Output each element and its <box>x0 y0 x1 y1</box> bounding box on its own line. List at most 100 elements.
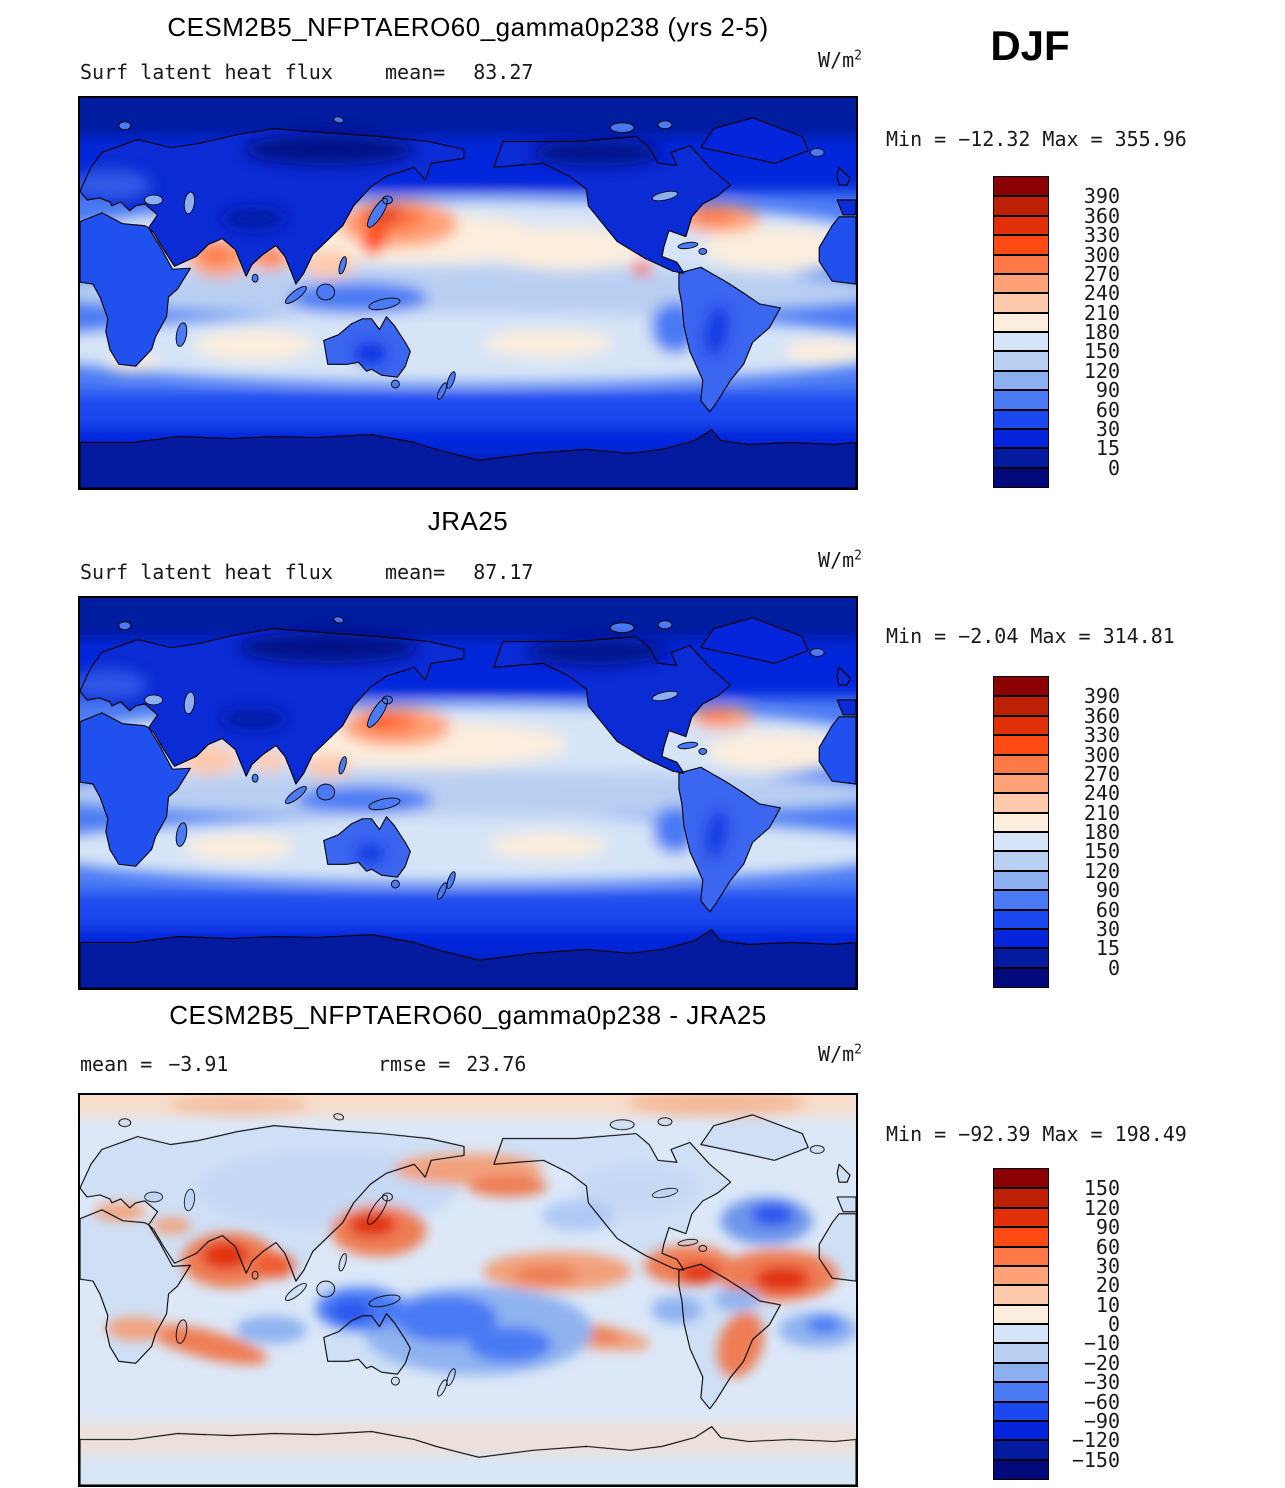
colorbar-tick-label: 360 <box>1083 703 1120 728</box>
colorbar-cell <box>993 195 1049 217</box>
colorbar-tick-label: 90 <box>1095 1215 1120 1240</box>
min-value: −92.39 <box>958 1122 1031 1146</box>
colorbar-cell <box>993 1264 1049 1287</box>
colorbar-tick-label: 60 <box>1095 1234 1120 1259</box>
colorbar-cell <box>993 830 1049 853</box>
colorbar-tick-label: 120 <box>1083 858 1120 883</box>
units-base: W/m <box>818 548 855 572</box>
colorbar-tick-label: 390 <box>1083 184 1120 209</box>
variable-label: Surf latent heat flux <box>80 60 333 84</box>
colorbar-cell <box>993 947 1049 969</box>
colorbar-tick-label: 15 <box>1095 436 1120 461</box>
colorbar-model: 390 360 330 300 270 240 210 180 150 120 90 60 30 15 0 <box>993 175 1120 489</box>
variable-label: Surf latent heat flux <box>80 560 333 584</box>
panel-model-minmax: Min = −12.32 Max = 355.96 <box>886 127 1187 151</box>
colorbar-cell <box>993 369 1049 392</box>
colorbar-tick-label: 20 <box>1095 1273 1120 1298</box>
units-exponent: 2 <box>854 1042 862 1058</box>
rmse-label: rmse = <box>378 1052 451 1076</box>
colorbar-cell <box>993 1284 1049 1306</box>
colorbar-tick-label: −120 <box>1071 1428 1120 1453</box>
colorbar-cell <box>993 466 1049 489</box>
season-label: DJF <box>990 22 1070 69</box>
colorbar-tick-label: 300 <box>1083 742 1120 767</box>
min-label: Min <box>886 624 923 648</box>
equals-sign: = <box>934 624 947 648</box>
colorbar-cell <box>993 1206 1049 1229</box>
equals-sign: = <box>934 127 947 151</box>
panel-reference-minmax: Min = −2.04 Max = 314.81 <box>886 624 1175 648</box>
mean-value: 83.27 <box>473 60 534 84</box>
colorbar-tick-label: 0 <box>1107 455 1120 480</box>
max-label: Max <box>1042 127 1079 151</box>
colorbar-tick-label: 90 <box>1095 378 1120 403</box>
max-label: Max <box>1030 624 1067 648</box>
colorbar-tick-label: −90 <box>1083 1408 1120 1433</box>
panel-model-units: W/m2 <box>772 48 862 72</box>
colorbar-tick-label: −60 <box>1083 1389 1120 1414</box>
colorbar-cell <box>993 695 1049 717</box>
colorbar-cell <box>993 927 1049 950</box>
colorbar-tick-label: 240 <box>1083 781 1120 806</box>
world-map-model <box>78 96 858 490</box>
colorbar-cell <box>993 427 1049 450</box>
colorbar-tick-label: 270 <box>1083 261 1120 286</box>
colorbar-tick-label: 180 <box>1083 320 1120 344</box>
colorbar-cell <box>993 889 1049 911</box>
colorbar-tick-label: 330 <box>1083 223 1120 248</box>
colorbar-cell <box>993 714 1049 737</box>
colorbar-difference: 150 120 90 60 30 20 10 0 −10 −20 −30 −60 −90 −120 −150 <box>993 1167 1120 1481</box>
colorbar-cell <box>993 1381 1049 1403</box>
colorbar-tick-label: 360 <box>1083 203 1120 228</box>
colorbar-tick-label: −150 <box>1071 1447 1120 1472</box>
colorbar-cell <box>993 966 1049 989</box>
colorbar-cell <box>993 1226 1049 1248</box>
colorbar-tick-label: 90 <box>1095 878 1120 903</box>
colorbar-tick-label: 150 <box>1083 1176 1120 1201</box>
colorbar-tick-label: 150 <box>1083 339 1120 364</box>
colorbar-cell <box>993 1167 1049 1190</box>
mean-value: −3.91 <box>168 1052 229 1076</box>
colorbar-cell <box>993 214 1049 237</box>
colorbar-cell <box>993 1303 1049 1326</box>
mean-label: mean = <box>80 1052 153 1076</box>
min-value: −2.04 <box>958 624 1019 648</box>
colorbar-cell <box>993 447 1049 469</box>
colorbar-cell <box>993 1361 1049 1384</box>
colorbar-tick-label: 15 <box>1095 936 1120 961</box>
equals-sign: = <box>1078 624 1091 648</box>
panel-difference-rmse: rmse = 23.76 <box>378 1052 526 1076</box>
units-base: W/m <box>818 1042 855 1066</box>
colorbar-reference: 390 360 330 300 270 240 210 180 150 120 90 60 30 15 0 <box>993 675 1120 989</box>
colorbar-tick-label: 30 <box>1095 1253 1120 1278</box>
max-value: 198.49 <box>1114 1122 1187 1146</box>
colorbar-tick-label: 60 <box>1095 397 1120 422</box>
units-exponent: 2 <box>854 48 862 64</box>
colorbar-cell <box>993 234 1049 256</box>
colorbar-tick-label: 150 <box>1083 839 1120 864</box>
panel-model-variable-label: Surf latent heat flux <box>80 60 333 84</box>
colorbar-cell <box>993 1419 1049 1442</box>
colorbar-tick-label: −10 <box>1083 1331 1120 1356</box>
colorbar-tick-label: 0 <box>1107 1312 1120 1336</box>
colorbar-tick-label: 180 <box>1083 820 1120 844</box>
colorbar-tick-label: 60 <box>1095 897 1120 922</box>
units-exponent: 2 <box>854 548 862 564</box>
colorbar-cell <box>993 792 1049 814</box>
colorbar-cell <box>993 311 1049 334</box>
colorbar-cell <box>993 734 1049 756</box>
colorbar-cell <box>993 175 1049 198</box>
colorbar-tick-label: 10 <box>1095 1292 1120 1317</box>
colorbar-cell <box>993 772 1049 795</box>
colorbar-tick-label: 330 <box>1083 723 1120 748</box>
equals-sign: = <box>1090 127 1103 151</box>
colorbar-tick-label: 270 <box>1083 761 1120 786</box>
world-map-difference <box>78 1093 858 1487</box>
colorbar-cell <box>993 292 1049 314</box>
colorbar-cell <box>993 1187 1049 1209</box>
colorbar-tick-label: 240 <box>1083 281 1120 306</box>
colorbar-cell <box>993 1400 1049 1422</box>
panel-difference-mean: mean = −3.91 <box>80 1052 228 1076</box>
colorbar-tick-label: 0 <box>1107 955 1120 980</box>
